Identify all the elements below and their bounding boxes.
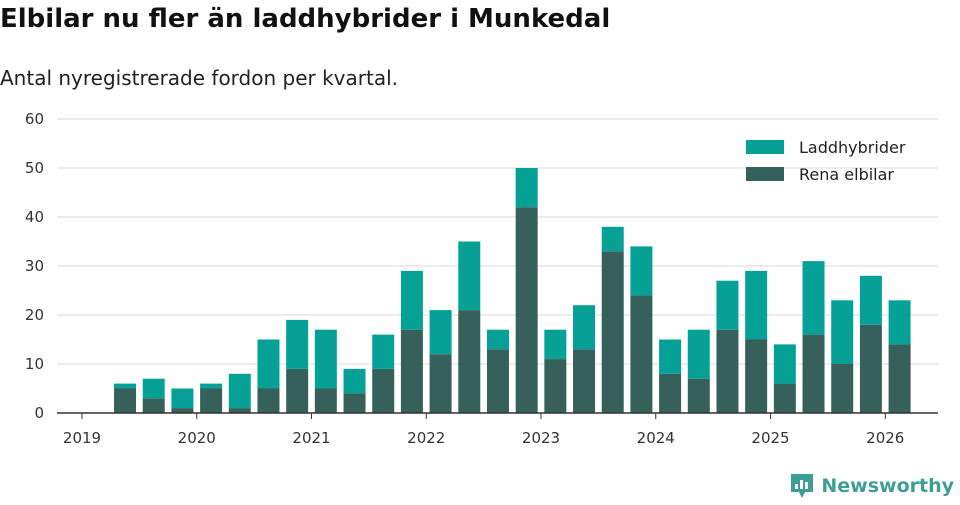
y-tick-label: 50 (25, 159, 44, 177)
bar-laddhybrider (200, 383, 223, 389)
bar-laddhybrider (716, 280, 739, 330)
chart-subtitle: Antal nyregistrerade fordon per kvartal. (0, 66, 399, 90)
bar-laddhybrider (888, 300, 911, 345)
bar-laddhybrider (773, 344, 796, 384)
bar-rena-elbilar (630, 295, 653, 413)
bar-rena-elbilar (142, 398, 165, 413)
bar-rena-elbilar (601, 251, 624, 413)
y-tick-label: 0 (34, 404, 44, 422)
legend-laddhybrider-swatch (746, 140, 784, 154)
newsworthy-logo: Newsworthy (789, 472, 954, 500)
bar-rena-elbilar (544, 359, 567, 413)
y-tick-label: 40 (25, 208, 44, 226)
x-tick-label: 2026 (866, 429, 904, 447)
bar-rena-elbilar (400, 329, 423, 413)
bar-laddhybrider (745, 270, 768, 340)
bar-laddhybrider (400, 270, 423, 330)
bar-laddhybrider (458, 241, 481, 311)
legend-laddhybrider-label: Laddhybrider (799, 138, 906, 157)
x-tick-label: 2020 (178, 429, 216, 447)
bar-rena-elbilar (458, 310, 481, 413)
bar-rena-elbilar (831, 364, 854, 413)
bar-laddhybrider (142, 378, 165, 399)
bar-rena-elbilar (802, 334, 825, 413)
x-tick-label: 2023 (522, 429, 560, 447)
brand-name: Newsworthy (821, 475, 954, 497)
bar-laddhybrider (314, 329, 337, 389)
bar-rena-elbilar (486, 349, 509, 413)
bar-rena-elbilar (314, 388, 337, 413)
bar-rena-elbilar (745, 339, 768, 413)
bar-laddhybrider (228, 373, 251, 409)
bar-laddhybrider (343, 368, 366, 394)
bar-rena-elbilar (859, 324, 882, 413)
y-tick-label: 30 (25, 257, 44, 275)
bar-laddhybrider (659, 339, 682, 374)
bar-rena-elbilar (429, 354, 452, 413)
x-tick-label: 2019 (63, 429, 101, 447)
bar-rena-elbilar (286, 368, 309, 413)
y-tick-label: 20 (25, 306, 44, 324)
y-tick-label: 10 (25, 355, 44, 373)
bar-laddhybrider (486, 329, 509, 350)
bar-rena-elbilar (200, 388, 223, 413)
bar-rena-elbilar (687, 378, 710, 413)
bar-laddhybrider (802, 261, 825, 335)
bar-rena-elbilar (773, 383, 796, 413)
bar-rena-elbilar (888, 344, 911, 413)
bar-laddhybrider (687, 329, 710, 379)
bar-laddhybrider (859, 275, 882, 325)
bar-rena-elbilar (716, 329, 739, 413)
bar-rena-elbilar (515, 207, 538, 413)
x-tick-label: 2021 (292, 429, 330, 447)
bar-laddhybrider (372, 334, 395, 369)
bar-laddhybrider (286, 319, 309, 369)
bar-laddhybrider (515, 168, 538, 208)
bar-laddhybrider (630, 246, 653, 296)
bar-rena-elbilar (659, 373, 682, 413)
bar-laddhybrider (573, 305, 596, 350)
bar-laddhybrider (831, 300, 854, 364)
x-tick-label: 2022 (407, 429, 445, 447)
legend-rena-elbilar-swatch (746, 167, 784, 181)
bar-laddhybrider (544, 329, 567, 360)
bar-laddhybrider (257, 339, 280, 389)
bar-laddhybrider (429, 310, 452, 355)
x-tick-label: 2025 (751, 429, 789, 447)
chart-title: Elbilar nu fler än laddhybrider i Munked… (0, 4, 611, 34)
bar-rena-elbilar (573, 349, 596, 413)
y-tick-label: 60 (25, 110, 44, 128)
bar-laddhybrider (114, 383, 137, 389)
bar-rena-elbilar (257, 388, 280, 413)
bar-rena-elbilar (372, 368, 395, 413)
bar-laddhybrider (171, 388, 194, 409)
newsworthy-icon (791, 474, 814, 498)
x-tick-label: 2024 (637, 429, 675, 447)
bar-rena-elbilar (228, 408, 251, 413)
bar-rena-elbilar (114, 388, 137, 413)
bar-rena-elbilar (171, 408, 194, 413)
bar-rena-elbilar (343, 393, 366, 413)
legend-rena-elbilar-label: Rena elbilar (799, 165, 894, 184)
bar-laddhybrider (601, 226, 624, 252)
